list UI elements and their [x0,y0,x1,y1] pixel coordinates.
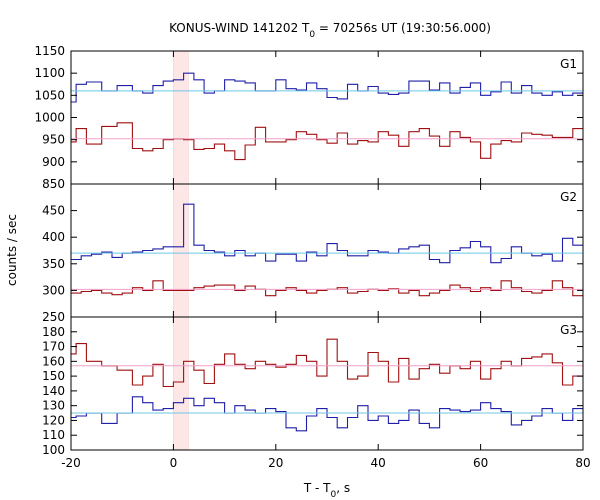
y-tick-label: 1050 [34,88,65,102]
x-tick-label: 60 [473,456,488,470]
x-tick-label: 40 [371,456,386,470]
x-tick-label: 80 [575,456,590,470]
y-tick-label: 1000 [34,111,65,125]
y-tick-label: 850 [42,177,65,191]
histogram-series-blue [71,72,583,103]
y-tick-label: 250 [42,310,65,324]
histogram-series-red [71,122,583,161]
y-tick-label: 300 [42,283,65,297]
panel-g2: 250 300 350 400 450 G2 [42,183,584,324]
panel-frame [70,50,584,185]
y-tick-label: 400 [42,230,65,244]
y-tick-label: 120 [42,413,65,427]
panel-frame [70,316,584,451]
panel-label: G1 [560,57,577,71]
panels-group: 8509009501000105011001150G12503003504004… [34,44,590,470]
y-tick-label: 180 [42,325,65,339]
histogram-series-red [71,280,583,297]
x-tick-label: 0 [170,456,178,470]
y-tick-label: 100 [42,443,65,457]
y-tick-label: 160 [42,354,65,368]
y-tick-label: 150 [42,369,65,383]
panel-label: G3 [560,323,577,337]
y-tick-label: 450 [42,204,65,218]
y-tick-label: 1150 [34,44,65,58]
y-tick-label: 170 [42,340,65,354]
histogram-series-red [71,338,583,388]
chart-title: KONUS-WIND 141202 T0 = 70256s UT (19:30:… [169,21,491,40]
trigger-highlight-band [173,50,189,451]
histogram-series-blue [71,396,583,432]
x-tick-label: -20 [61,456,81,470]
y-tick-label: 110 [42,428,65,442]
y-tick-label: 130 [42,399,65,413]
y-tick-label: 950 [42,133,65,147]
y-tick-label: 350 [42,257,65,271]
x-tick-label: 20 [268,456,283,470]
x-axis-label: T - T0, s [303,481,350,500]
panel-g1: 850 900 950 1000 1050 1100 1150 G1 [34,44,584,191]
y-axis-label: counts / sec [5,214,19,286]
panel-label: G2 [560,190,577,204]
y-tick-label: 900 [42,155,65,169]
y-tick-label: 1100 [34,66,65,80]
y-tick-label: 140 [42,384,65,398]
histogram-series-blue [71,203,583,264]
